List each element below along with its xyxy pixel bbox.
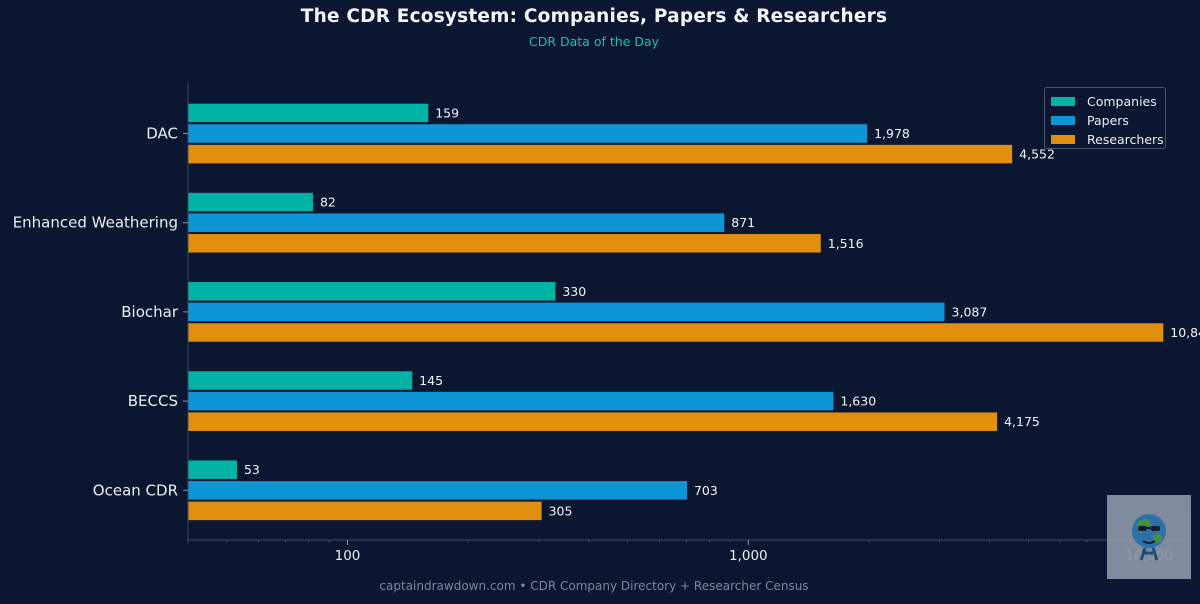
x-tick-label: 100	[335, 548, 361, 564]
bar-ocean-cdr-papers	[188, 481, 687, 500]
category-label-ocean-cdr: Ocean CDR	[93, 481, 178, 499]
data-label-ocean-cdr-researchers: 305	[549, 503, 573, 518]
data-label-enhanced-weathering-researchers: 1,516	[828, 236, 864, 251]
data-label-biochar-researchers: 10,844	[1170, 325, 1200, 340]
legend-label-papers: Papers	[1087, 113, 1129, 128]
bar-biochar-companies	[188, 282, 556, 301]
bar-dac-companies	[188, 103, 429, 123]
category-label-enhanced-weathering: Enhanced Weathering	[13, 214, 178, 232]
category-label-biochar: Biochar	[121, 303, 179, 321]
x-tick-label: 1,000	[729, 548, 768, 564]
bar-biochar-papers	[188, 302, 945, 322]
legend-swatch-companies	[1051, 97, 1075, 106]
data-label-dac-companies: 159	[435, 105, 459, 120]
bar-enhanced-weathering-papers	[188, 213, 725, 232]
data-label-beccs-papers: 1,630	[840, 394, 876, 409]
data-label-ocean-cdr-companies: 53	[244, 462, 260, 477]
bar-enhanced-weathering-researchers	[188, 234, 821, 253]
bar-enhanced-weathering-companies	[188, 192, 313, 212]
data-label-dac-researchers: 4,552	[1019, 147, 1055, 162]
data-label-beccs-researchers: 4,175	[1004, 414, 1040, 429]
legend-item-companies: Companies	[1051, 92, 1165, 111]
chart-title: The CDR Ecosystem: Companies, Papers & R…	[300, 6, 888, 27]
category-label-beccs: BECCS	[128, 392, 178, 410]
category-label-dac: DAC	[146, 125, 178, 143]
bar-beccs-researchers	[188, 412, 998, 431]
bar-beccs-companies	[188, 371, 413, 390]
legend-item-papers: Papers	[1051, 111, 1165, 130]
data-label-enhanced-weathering-companies: 82	[320, 195, 336, 210]
data-label-dac-papers: 1,978	[874, 126, 910, 141]
bar-biochar-researchers	[188, 323, 1164, 342]
data-label-ocean-cdr-papers: 703	[694, 483, 718, 498]
bar-dac-papers	[188, 124, 868, 143]
globe-mascot-icon	[1107, 495, 1191, 579]
legend-swatch-papers	[1051, 116, 1075, 125]
bar-beccs-papers	[188, 391, 834, 411]
data-label-biochar-companies: 330	[562, 284, 586, 299]
legend-label-researchers: Researchers	[1087, 132, 1164, 147]
bar-ocean-cdr-companies	[188, 460, 237, 479]
legend-swatch-researchers	[1051, 135, 1075, 144]
bar-ocean-cdr-researchers	[188, 501, 542, 521]
footer-credit: captaindrawdown.com • CDR Company Direct…	[379, 579, 809, 593]
legend-item-researchers: Researchers	[1051, 130, 1165, 149]
chart-legend: Companies Papers Researchers	[1044, 87, 1166, 149]
chart-subtitle: CDR Data of the Day	[528, 34, 660, 49]
legend-label-companies: Companies	[1087, 94, 1157, 109]
data-label-enhanced-weathering-papers: 871	[731, 215, 755, 230]
bar-dac-researchers	[188, 144, 1013, 164]
data-label-beccs-companies: 145	[419, 373, 443, 388]
data-label-biochar-papers: 3,087	[952, 304, 988, 319]
